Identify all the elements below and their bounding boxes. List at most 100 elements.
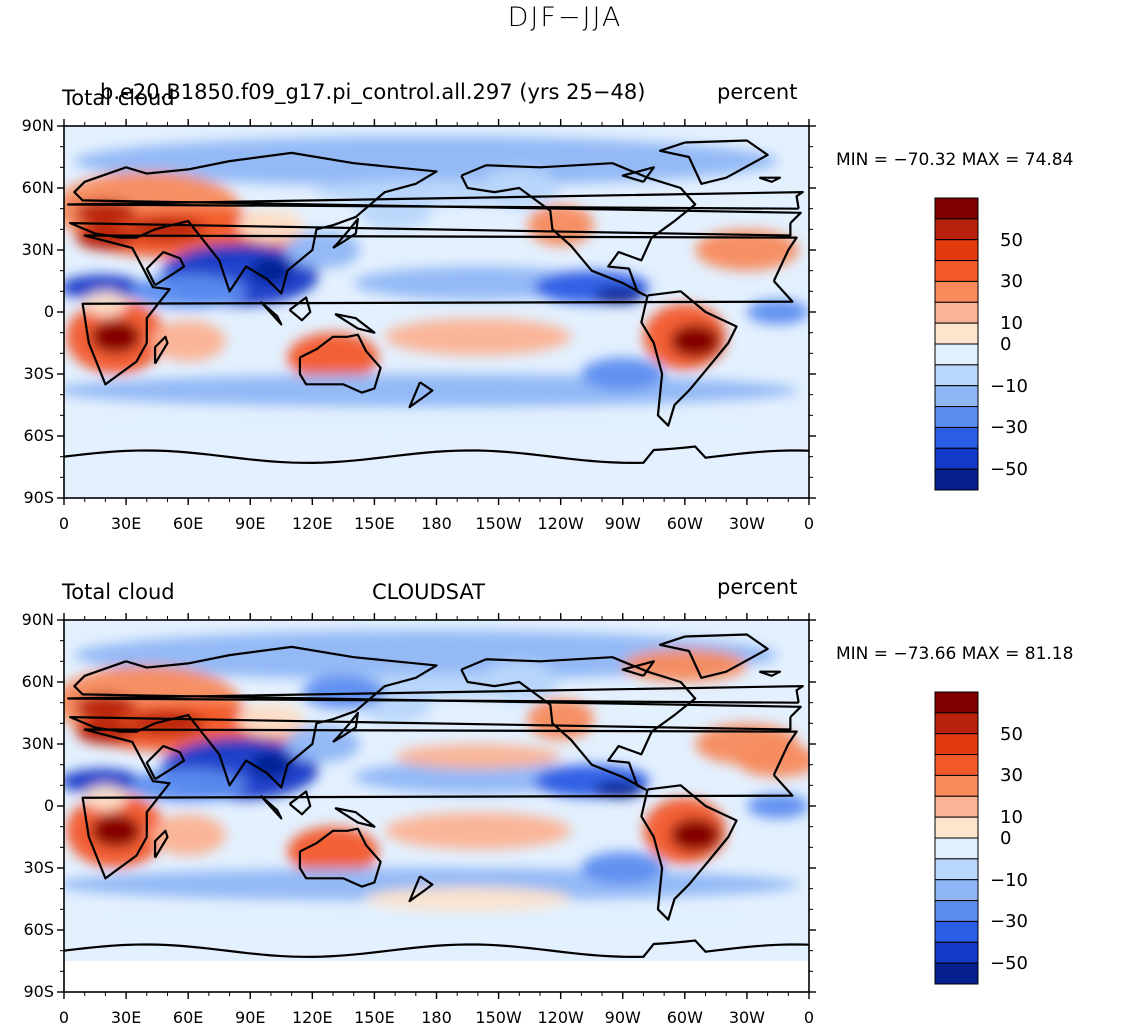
panel1-right-title: percent (717, 80, 798, 104)
longitude-label: 90W (604, 1008, 641, 1027)
colorbar-label: 0 (1000, 334, 1012, 355)
panel1-min-max: MIN = −70.32 MAX = 74.84 (836, 150, 1074, 170)
anomaly-region (64, 415, 799, 436)
coastline (408, 381, 434, 409)
colorbar-swatch (934, 837, 979, 860)
longitude-label: 120E (292, 514, 333, 533)
coastline (332, 711, 359, 743)
coastline (621, 166, 655, 183)
panel1-left-title: Total cloud (62, 86, 175, 110)
coastline (81, 728, 798, 880)
colorbar-label: −30 (990, 911, 1028, 933)
panel2-right-title: percent (717, 575, 798, 599)
anomaly-region (90, 320, 141, 354)
coastline (332, 217, 359, 249)
latitude-label: 30N (21, 240, 54, 259)
coastline (69, 645, 802, 789)
longitude-label: 120W (537, 514, 584, 533)
colorbar-swatch (934, 197, 979, 220)
latitude-label: 60N (21, 672, 54, 691)
anomaly-region (74, 694, 137, 720)
colorbar-swatch (934, 691, 979, 714)
anomaly-region (581, 357, 665, 391)
anomaly-region (250, 258, 292, 284)
colorbar-swatch (934, 733, 979, 756)
anomaly-region (237, 208, 305, 242)
longitude-label: 0 (58, 514, 70, 533)
colorbar-label: 10 (1000, 807, 1023, 829)
colorbar-label: 0 (1000, 828, 1012, 849)
anomaly-region (150, 814, 226, 856)
anomaly-region (527, 698, 594, 740)
colorbar-swatch (934, 879, 979, 902)
colorbar-swatch (934, 322, 979, 345)
colorbar-swatch (934, 447, 979, 470)
colorbar-swatch (934, 900, 979, 922)
anomaly-region (64, 274, 143, 300)
panel2-left-title: Total cloud (62, 580, 175, 604)
coastline (334, 312, 376, 334)
longitude-label: 180 (421, 514, 452, 533)
latitude-label: 30N (21, 734, 54, 753)
panel2-min-max: MIN = −73.66 MAX = 81.18 (836, 644, 1074, 664)
colorbar-label: −10 (990, 869, 1028, 891)
anomaly-region (593, 287, 644, 304)
antarctica-coastline (64, 445, 809, 464)
longitude-label: 120W (537, 1008, 584, 1027)
latitude-label: 90S (23, 488, 54, 507)
anomaly-region (287, 332, 379, 383)
longitude-label: 150W (475, 514, 522, 533)
anomaly-region (285, 725, 360, 763)
longitude-label: 150E (354, 1008, 395, 1027)
anomaly-region (64, 909, 799, 930)
coastline (145, 250, 186, 287)
anomaly-region (670, 324, 721, 358)
colorbar-swatch (934, 426, 979, 449)
colorbar-swatch (934, 385, 979, 408)
anomaly-region (384, 812, 572, 850)
colorbar-label: 30 (1000, 271, 1023, 293)
latitude-label: 90N (21, 610, 54, 629)
anomaly-region (695, 229, 799, 271)
longitude-label: 30E (110, 1008, 142, 1027)
longitude-label: 0 (803, 1008, 815, 1027)
panel1-axis-ticks (57, 119, 816, 505)
coastline (334, 806, 376, 828)
anomaly-region (736, 744, 809, 778)
colorbar-label: −30 (990, 417, 1028, 439)
colorbar-swatch (934, 280, 979, 303)
colorbar-swatch (934, 920, 979, 943)
colorbar-swatch (934, 218, 979, 241)
anomaly-region (357, 188, 433, 230)
panel2-axis-ticks (57, 613, 816, 999)
anomaly-region (237, 702, 305, 736)
panel2-cloud-anomaly-field (64, 630, 809, 930)
colorbar-label: 50 (1000, 229, 1023, 251)
coastline (288, 296, 312, 322)
coastline (259, 794, 283, 820)
colorbar-swatch (934, 941, 979, 964)
longitude-label: 30E (110, 514, 142, 533)
coastline (145, 744, 186, 781)
colorbar-swatch (934, 795, 979, 818)
colorbar-swatch (934, 712, 979, 735)
longitude-label: 150W (475, 1008, 522, 1027)
colorbar-swatch (934, 816, 979, 839)
colorbar-swatch (934, 343, 979, 366)
coastline (640, 290, 738, 427)
anomaly-region (287, 826, 379, 877)
colorbar-swatch (934, 858, 979, 881)
colorbar-swatch (934, 754, 979, 776)
longitude-label: 60W (666, 1008, 703, 1027)
colorbar-swatch (934, 406, 979, 428)
panel1-center-title: b.e20.B1850.f09_g17.pi_control.all.297 (… (100, 80, 646, 104)
coastline (153, 335, 169, 365)
latitude-label: 90N (21, 116, 54, 135)
colorbar-swatch (934, 239, 979, 262)
coastline (298, 333, 382, 394)
latitude-label: 0 (43, 302, 54, 321)
longitude-label: 60W (666, 514, 703, 533)
longitude-label: 60E (172, 514, 204, 533)
panel1-map (57, 119, 816, 505)
